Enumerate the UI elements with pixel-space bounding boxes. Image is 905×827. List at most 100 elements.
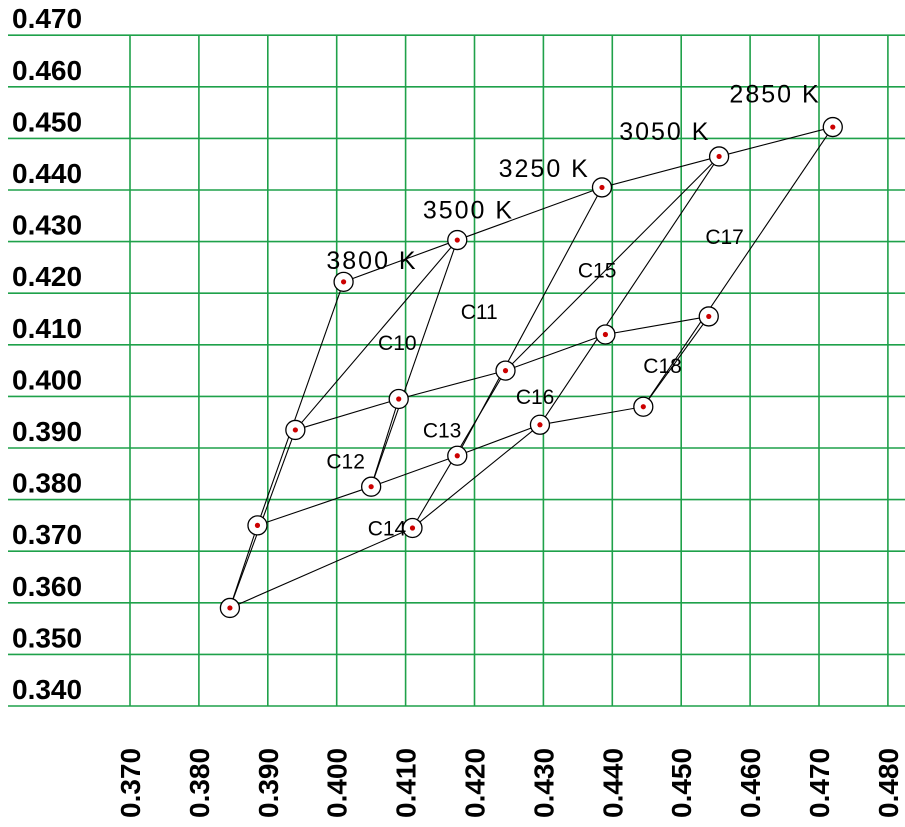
point-marker-dot bbox=[706, 313, 712, 320]
point-marker-dot bbox=[340, 279, 347, 285]
quadrangle-label: C17 bbox=[705, 226, 744, 249]
quadrangle-label: C13 bbox=[423, 420, 462, 443]
quadrangle-edge bbox=[370, 455, 458, 488]
quadrangle-edge bbox=[294, 239, 458, 431]
y-tick-label: 0.430 bbox=[12, 210, 82, 241]
x-tick-label: 0.440 bbox=[597, 748, 628, 818]
y-tick-label: 0.380 bbox=[12, 468, 82, 499]
data-point bbox=[591, 177, 613, 198]
point-marker-dot bbox=[396, 396, 402, 402]
point-marker-dot bbox=[599, 184, 605, 191]
quadrangle-edge bbox=[457, 424, 541, 457]
point-marker-dot bbox=[227, 605, 233, 611]
data-point bbox=[285, 419, 306, 441]
data-point bbox=[698, 306, 719, 327]
point-marker-dot bbox=[502, 368, 509, 374]
y-tick-label: 0.350 bbox=[12, 622, 82, 653]
data-point bbox=[529, 414, 551, 435]
point-marker-dot bbox=[640, 404, 646, 410]
y-tick-label: 0.360 bbox=[12, 571, 82, 602]
point-marker-dot bbox=[368, 484, 374, 490]
x-tick-label: 0.470 bbox=[804, 748, 835, 818]
quadrangle-edge bbox=[256, 281, 345, 526]
y-tick-label: 0.400 bbox=[12, 364, 82, 395]
y-tick-label: 0.390 bbox=[12, 416, 82, 447]
data-points bbox=[219, 116, 843, 619]
quadrangle-edge bbox=[601, 155, 720, 188]
quadrangle-label: C16 bbox=[516, 386, 555, 409]
quadrangle-label: C14 bbox=[368, 518, 407, 541]
quadrangle-edge bbox=[370, 239, 458, 487]
data-point bbox=[360, 476, 382, 497]
quadrangle-label: C18 bbox=[643, 355, 682, 378]
point-marker-dot bbox=[454, 237, 460, 243]
data-point bbox=[595, 324, 616, 345]
point-marker-dot bbox=[254, 522, 261, 529]
quadrangle-edge bbox=[398, 370, 506, 400]
point-marker-dot bbox=[454, 453, 460, 459]
quadrangle-edge bbox=[295, 398, 399, 431]
x-tick-label: 0.380 bbox=[184, 748, 215, 818]
x-tick-label: 0.420 bbox=[460, 748, 491, 818]
data-point bbox=[447, 229, 468, 251]
quadrangle-edge bbox=[412, 424, 541, 529]
data-point bbox=[447, 445, 468, 466]
data-point bbox=[708, 146, 730, 167]
data-point bbox=[388, 388, 409, 410]
y-tick-label: 0.470 bbox=[12, 3, 82, 34]
cct-label: 3050 K bbox=[619, 118, 710, 146]
quadrangle-edge bbox=[229, 527, 413, 609]
y-tick-label: 0.450 bbox=[12, 106, 82, 137]
quadrangle-edge bbox=[539, 406, 644, 426]
data-point bbox=[633, 396, 654, 417]
x-axis-ticks: 0.370 0.380 0.390 0.400 0.410 0.420 0.430 0.440… bbox=[115, 748, 904, 818]
data-point bbox=[495, 360, 516, 381]
quadrangle-edge bbox=[343, 239, 458, 283]
x-tick-label: 0.370 bbox=[115, 748, 146, 818]
point-marker-dot bbox=[537, 422, 543, 428]
y-tick-label: 0.420 bbox=[12, 261, 82, 292]
point-marker-dot bbox=[292, 427, 298, 433]
y-tick-label: 0.370 bbox=[12, 519, 82, 550]
point-marker-dot bbox=[830, 124, 836, 130]
y-tick-label: 0.340 bbox=[12, 674, 82, 705]
data-point bbox=[247, 515, 268, 536]
x-tick-label: 0.480 bbox=[873, 748, 904, 818]
cct-label: 3250 K bbox=[499, 155, 590, 183]
x-tick-label: 0.390 bbox=[253, 748, 284, 818]
quadrangle-edge bbox=[370, 398, 400, 487]
x-tick-label: 0.410 bbox=[391, 748, 422, 818]
quadrangle-edge bbox=[539, 156, 720, 426]
point-marker-dot bbox=[409, 525, 416, 531]
quadrangle-label: C12 bbox=[326, 451, 365, 474]
x-tick-label: 0.460 bbox=[735, 748, 766, 818]
data-point bbox=[822, 116, 843, 138]
quadrangle-edge bbox=[257, 486, 372, 526]
x-tick-label: 0.450 bbox=[666, 748, 697, 818]
quadrangle-edge bbox=[457, 186, 603, 241]
point-marker-dot bbox=[602, 331, 609, 338]
y-tick-label: 0.460 bbox=[12, 55, 82, 86]
y-axis-ticks: 0.340 0.350 0.360 0.370 0.380 0.390 0.400 0.410… bbox=[12, 3, 82, 705]
data-point bbox=[402, 517, 423, 539]
data-point bbox=[333, 271, 354, 292]
cct-label: 2850 K bbox=[729, 80, 820, 108]
cct-label: 3800 K bbox=[326, 247, 417, 275]
point-marker-dot bbox=[716, 153, 722, 160]
y-tick-label: 0.410 bbox=[12, 313, 82, 344]
x-tick-label: 0.400 bbox=[322, 748, 353, 818]
data-point bbox=[219, 597, 241, 619]
x-tick-label: 0.430 bbox=[528, 748, 559, 818]
quadrangle-edge bbox=[642, 316, 710, 408]
quadrangle-edge bbox=[505, 156, 720, 371]
grid bbox=[8, 34, 905, 707]
quadrangle-label: C10 bbox=[378, 332, 417, 355]
quadrangle-lines bbox=[229, 126, 834, 609]
quadrangle-edge bbox=[505, 333, 606, 372]
cct-label: 3500 K bbox=[423, 196, 514, 224]
y-tick-label: 0.440 bbox=[12, 158, 82, 189]
quadrangle-edge bbox=[642, 126, 834, 408]
quadrangle-edge bbox=[718, 126, 833, 157]
